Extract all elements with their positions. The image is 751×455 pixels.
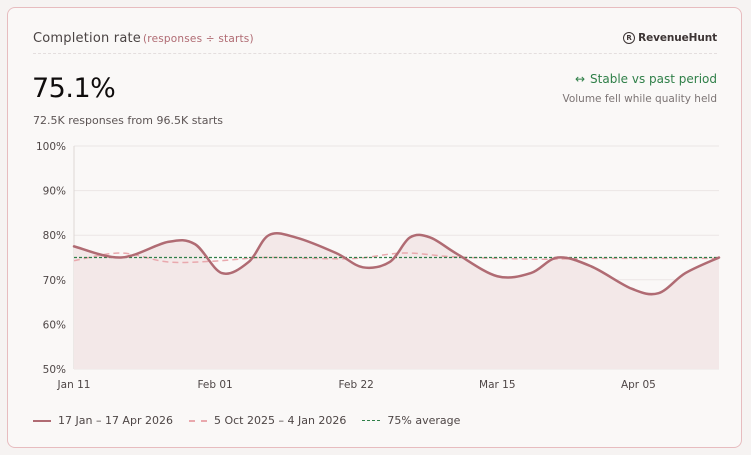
previous-period-line: [73, 252, 719, 264]
y-tick-label: 50%: [43, 364, 66, 376]
x-tick-label: Apr 05: [621, 379, 656, 391]
legend-label-previous: 5 Oct 2025 – 4 Jan 2026: [213, 414, 347, 427]
current-period-area: [74, 233, 719, 369]
trend-label: Stable vs past period: [590, 72, 717, 86]
revenuehunt-logo-icon: R: [623, 32, 636, 44]
completion-rate-chart: 50% 60% 70% 80% 90% 100% Jan 11 Feb 01 Feb 22 Mar…: [36, 141, 721, 391]
completion-rate-card: Completion rate (responses ÷ starts) R R…: [7, 7, 742, 448]
legend-label-average: 75% average: [387, 414, 461, 427]
kpi-detail: 72.5K responses from 96.5K starts: [33, 114, 224, 127]
trend-badge: ↔ Stable vs past period: [575, 72, 717, 86]
legend-swatch-average: [362, 420, 381, 421]
trend-note: Volume fell while quality held: [562, 93, 717, 105]
legend-swatch-previous: [188, 419, 207, 422]
brand[interactable]: R RevenueHunt: [623, 32, 717, 44]
legend-item-current[interactable]: 17 Jan – 17 Apr 2026: [33, 414, 173, 427]
legend-label-current: 17 Jan – 17 Apr 2026: [58, 414, 173, 427]
x-tick-label: Feb 01: [197, 379, 232, 391]
y-tick-label: 100%: [36, 141, 66, 153]
x-tick-label: Mar 15: [479, 379, 516, 391]
current-period-line: [72, 232, 721, 296]
horizontal-arrows-icon: ↔: [574, 72, 586, 86]
card-subtitle: (responses ÷ starts): [143, 33, 254, 45]
x-tick-label: Feb 22: [339, 379, 374, 391]
legend-item-average[interactable]: 75% average: [362, 414, 460, 427]
chart-legend: 17 Jan – 17 Apr 2026 5 Oct 2025 – 4 Jan …: [33, 414, 476, 427]
card-header: Completion rate (responses ÷ starts) R R…: [33, 29, 717, 54]
y-tick-label: 70%: [43, 275, 66, 287]
x-tick-label: Jan 11: [57, 379, 91, 391]
legend-swatch-current: [33, 419, 51, 422]
y-tick-label: 80%: [43, 230, 66, 242]
legend-item-previous[interactable]: 5 Oct 2025 – 4 Jan 2026: [188, 414, 347, 427]
y-tick-label: 90%: [43, 186, 66, 198]
card-title: Completion rate: [33, 31, 141, 46]
brand-name: RevenueHunt: [638, 32, 717, 44]
kpi-value: 75.1%: [32, 73, 116, 104]
y-tick-label: 60%: [43, 319, 66, 331]
